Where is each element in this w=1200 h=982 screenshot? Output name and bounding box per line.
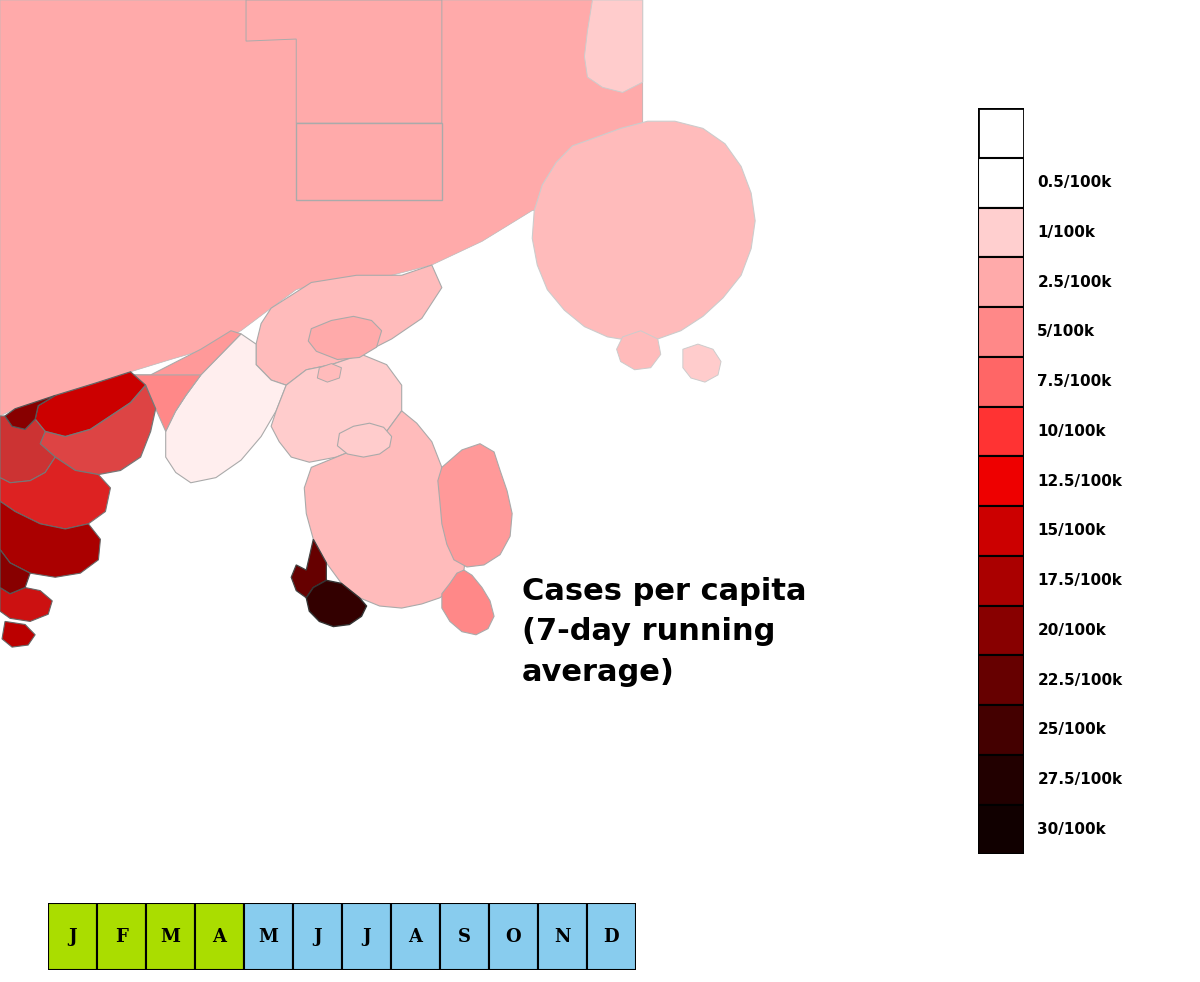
- Text: 20/100k: 20/100k: [1037, 623, 1106, 638]
- Text: 2.5/100k: 2.5/100k: [1037, 275, 1111, 290]
- Bar: [538, 903, 587, 970]
- Polygon shape: [271, 355, 402, 463]
- Text: S: S: [458, 928, 470, 946]
- Bar: [194, 903, 244, 970]
- Text: 15/100k: 15/100k: [1037, 523, 1106, 538]
- Polygon shape: [438, 444, 512, 567]
- Polygon shape: [0, 0, 643, 416]
- Polygon shape: [442, 571, 494, 634]
- Polygon shape: [40, 385, 156, 474]
- Bar: [978, 407, 1024, 457]
- Text: N: N: [554, 928, 571, 946]
- Text: A: A: [212, 928, 227, 946]
- Bar: [244, 903, 293, 970]
- Polygon shape: [683, 344, 721, 382]
- Bar: [978, 457, 1024, 506]
- Bar: [978, 108, 1024, 158]
- Text: M: M: [258, 928, 278, 946]
- Bar: [978, 755, 1024, 804]
- Bar: [293, 903, 342, 970]
- Text: Cases per capita
(7-day running
average): Cases per capita (7-day running average): [522, 576, 806, 686]
- Text: 25/100k: 25/100k: [1037, 723, 1106, 737]
- Polygon shape: [337, 423, 391, 457]
- Polygon shape: [35, 372, 145, 437]
- Bar: [490, 903, 538, 970]
- Text: F: F: [115, 928, 128, 946]
- Bar: [978, 606, 1024, 655]
- Text: 27.5/100k: 27.5/100k: [1037, 772, 1122, 788]
- Bar: [978, 257, 1024, 307]
- Text: 7.5/100k: 7.5/100k: [1037, 374, 1111, 389]
- Bar: [978, 556, 1024, 606]
- Polygon shape: [5, 396, 55, 429]
- Text: 10/100k: 10/100k: [1037, 424, 1106, 439]
- Text: 0.5/100k: 0.5/100k: [1037, 175, 1111, 191]
- Polygon shape: [0, 550, 30, 594]
- Polygon shape: [317, 363, 342, 382]
- Bar: [342, 903, 391, 970]
- Text: O: O: [505, 928, 521, 946]
- Polygon shape: [0, 587, 53, 622]
- Polygon shape: [0, 457, 110, 529]
- Polygon shape: [308, 316, 382, 359]
- Bar: [978, 804, 1024, 854]
- Polygon shape: [0, 0, 643, 410]
- Bar: [296, 124, 442, 200]
- Bar: [97, 903, 146, 970]
- Polygon shape: [126, 331, 241, 410]
- Text: D: D: [604, 928, 619, 946]
- Polygon shape: [617, 331, 661, 370]
- Polygon shape: [0, 501, 101, 577]
- Polygon shape: [246, 0, 442, 124]
- Polygon shape: [0, 416, 55, 483]
- Polygon shape: [305, 410, 467, 608]
- Text: 17.5/100k: 17.5/100k: [1037, 573, 1122, 588]
- Bar: [978, 158, 1024, 207]
- Bar: [48, 903, 97, 970]
- Bar: [978, 307, 1024, 356]
- Polygon shape: [2, 622, 35, 647]
- Text: 30/100k: 30/100k: [1037, 822, 1106, 837]
- Polygon shape: [166, 334, 287, 483]
- Polygon shape: [292, 539, 326, 598]
- Bar: [978, 506, 1024, 556]
- Text: 1/100k: 1/100k: [1037, 225, 1096, 240]
- Bar: [391, 903, 440, 970]
- Polygon shape: [584, 0, 643, 92]
- Polygon shape: [256, 265, 442, 385]
- Bar: [146, 903, 194, 970]
- Bar: [978, 356, 1024, 407]
- Bar: [978, 207, 1024, 257]
- Text: 22.5/100k: 22.5/100k: [1037, 673, 1122, 687]
- Bar: [978, 705, 1024, 755]
- Polygon shape: [533, 121, 755, 341]
- Text: 5/100k: 5/100k: [1037, 324, 1096, 340]
- Polygon shape: [131, 375, 200, 431]
- Polygon shape: [306, 580, 366, 627]
- Text: J: J: [362, 928, 371, 946]
- Text: A: A: [408, 928, 422, 946]
- Text: 12.5/100k: 12.5/100k: [1037, 473, 1122, 489]
- Bar: [978, 655, 1024, 705]
- Text: J: J: [68, 928, 77, 946]
- Text: M: M: [161, 928, 180, 946]
- Bar: [440, 903, 490, 970]
- Text: J: J: [313, 928, 322, 946]
- Bar: [587, 903, 636, 970]
